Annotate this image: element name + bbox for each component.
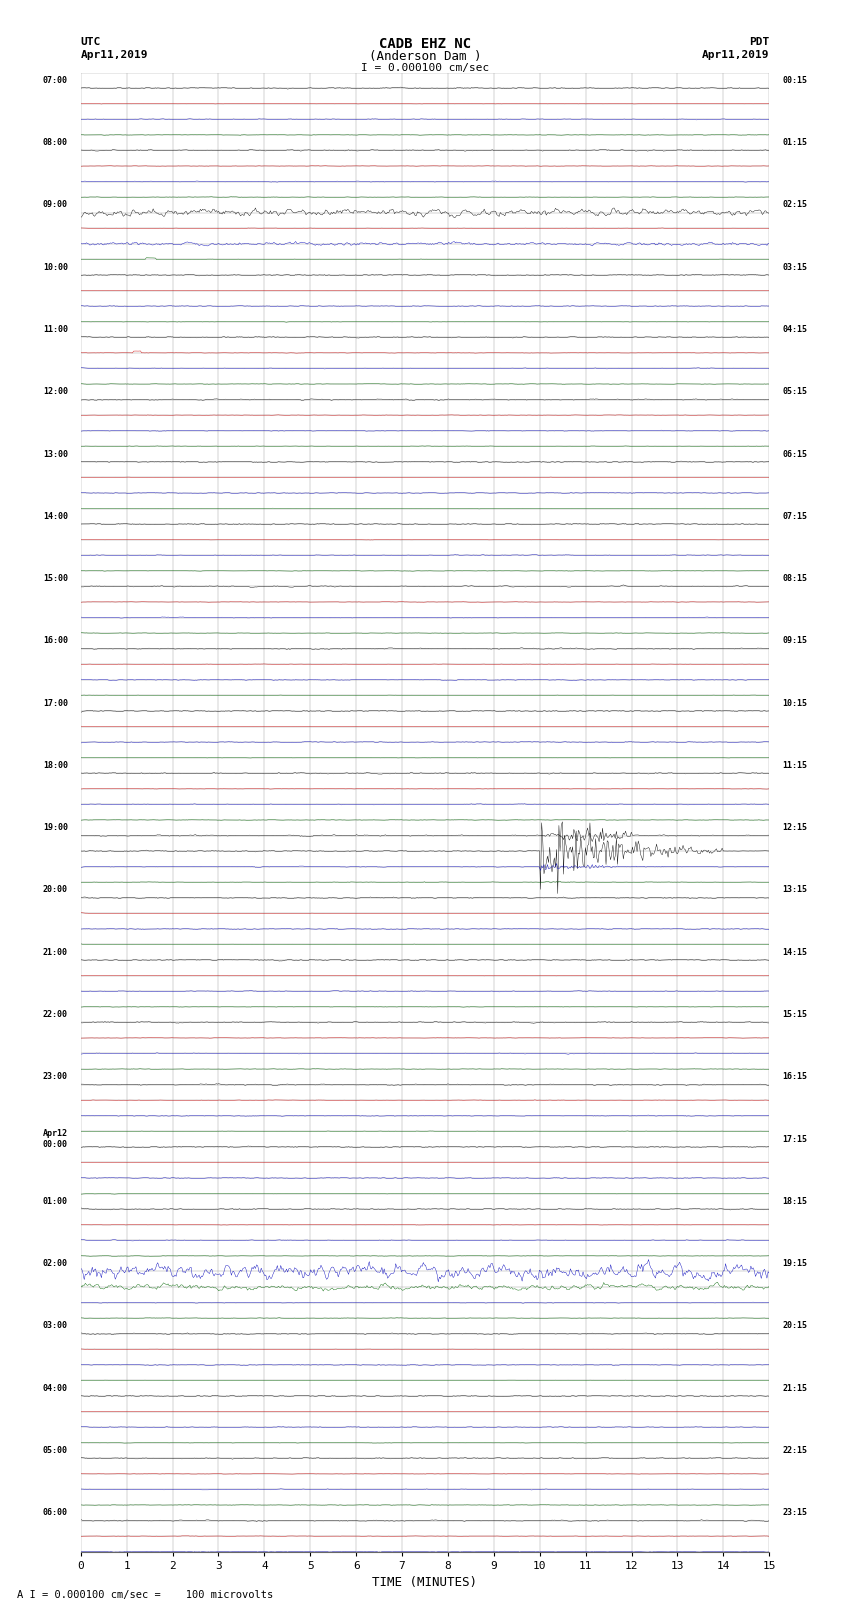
Text: 12:00: 12:00 [42, 387, 68, 397]
Text: 22:00: 22:00 [42, 1010, 68, 1019]
Text: 06:00: 06:00 [42, 1508, 68, 1518]
Text: 02:15: 02:15 [782, 200, 807, 210]
Text: 14:15: 14:15 [782, 948, 807, 957]
Text: 23:00: 23:00 [42, 1073, 68, 1081]
Text: Apr11,2019: Apr11,2019 [81, 50, 148, 60]
Text: 23:15: 23:15 [782, 1508, 807, 1518]
Text: 04:00: 04:00 [42, 1384, 68, 1392]
Text: 01:15: 01:15 [782, 139, 807, 147]
X-axis label: TIME (MINUTES): TIME (MINUTES) [372, 1576, 478, 1589]
Text: 08:00: 08:00 [42, 139, 68, 147]
Text: 16:15: 16:15 [782, 1073, 807, 1081]
Text: 20:15: 20:15 [782, 1321, 807, 1331]
Text: I = 0.000100 cm/sec: I = 0.000100 cm/sec [361, 63, 489, 73]
Text: Apr11,2019: Apr11,2019 [702, 50, 769, 60]
Text: 15:15: 15:15 [782, 1010, 807, 1019]
Text: 18:00: 18:00 [42, 761, 68, 769]
Text: 19:00: 19:00 [42, 823, 68, 832]
Text: 21:15: 21:15 [782, 1384, 807, 1392]
Text: CADB EHZ NC: CADB EHZ NC [379, 37, 471, 52]
Text: 10:00: 10:00 [42, 263, 68, 271]
Text: 05:15: 05:15 [782, 387, 807, 397]
Text: 21:00: 21:00 [42, 948, 68, 957]
Text: UTC: UTC [81, 37, 101, 47]
Text: 11:00: 11:00 [42, 324, 68, 334]
Text: 07:00: 07:00 [42, 76, 68, 85]
Text: 11:15: 11:15 [782, 761, 807, 769]
Text: 00:15: 00:15 [782, 76, 807, 85]
Text: 05:00: 05:00 [42, 1445, 68, 1455]
Text: 13:00: 13:00 [42, 450, 68, 458]
Text: 12:15: 12:15 [782, 823, 807, 832]
Text: 03:00: 03:00 [42, 1321, 68, 1331]
Text: 02:00: 02:00 [42, 1260, 68, 1268]
Text: 22:15: 22:15 [782, 1445, 807, 1455]
Text: 09:15: 09:15 [782, 637, 807, 645]
Text: 03:15: 03:15 [782, 263, 807, 271]
Text: PDT: PDT [749, 37, 769, 47]
Text: 18:15: 18:15 [782, 1197, 807, 1207]
Text: 01:00: 01:00 [42, 1197, 68, 1207]
Text: A I = 0.000100 cm/sec =    100 microvolts: A I = 0.000100 cm/sec = 100 microvolts [17, 1590, 273, 1600]
Text: 15:00: 15:00 [42, 574, 68, 584]
Text: 19:15: 19:15 [782, 1260, 807, 1268]
Text: 09:00: 09:00 [42, 200, 68, 210]
Text: 20:00: 20:00 [42, 886, 68, 895]
Text: 14:00: 14:00 [42, 511, 68, 521]
Text: (Anderson Dam ): (Anderson Dam ) [369, 50, 481, 63]
Text: Apr12
00:00: Apr12 00:00 [42, 1129, 68, 1148]
Text: 08:15: 08:15 [782, 574, 807, 584]
Text: 17:15: 17:15 [782, 1134, 807, 1144]
Text: 10:15: 10:15 [782, 698, 807, 708]
Text: 06:15: 06:15 [782, 450, 807, 458]
Text: 13:15: 13:15 [782, 886, 807, 895]
Text: 07:15: 07:15 [782, 511, 807, 521]
Text: 04:15: 04:15 [782, 324, 807, 334]
Text: 16:00: 16:00 [42, 637, 68, 645]
Text: 17:00: 17:00 [42, 698, 68, 708]
